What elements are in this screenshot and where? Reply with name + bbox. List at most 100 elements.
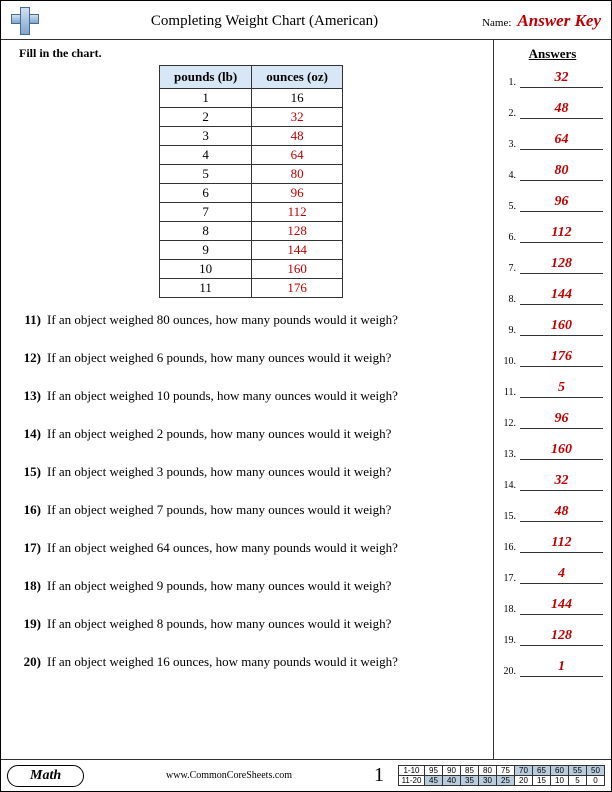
questions-list: 11)If an object weighed 80 ounces, how m… [19, 312, 483, 670]
score-grid: 1-1095908580757065605550 11-204540353025… [398, 765, 605, 786]
score-cell: 75 [497, 766, 515, 776]
question-number: 13) [19, 388, 41, 404]
answer-number: 3. [502, 139, 516, 150]
answer-number: 2. [502, 108, 516, 119]
chart-cell-oz: 16 [252, 89, 343, 108]
answer-number: 4. [502, 170, 516, 181]
answer-row: 19. 128 [502, 628, 603, 646]
question-text: If an object weighed 2 pounds, how many … [47, 426, 391, 442]
answer-number: 1. [502, 77, 516, 88]
chart-row: 8128 [160, 222, 343, 241]
answer-value: 48 [520, 504, 603, 522]
chart-cell-oz: 128 [252, 222, 343, 241]
answer-row: 11.5 [502, 380, 603, 398]
question-row: 14)If an object weighed 2 pounds, how ma… [19, 426, 483, 442]
answer-row: 8.144 [502, 287, 603, 305]
answer-value: 112 [520, 535, 603, 553]
score-cell: 55 [569, 766, 587, 776]
chart-cell-oz: 80 [252, 165, 343, 184]
answer-number: 19. [502, 635, 516, 646]
question-text: If an object weighed 3 pounds, how many … [47, 464, 391, 480]
chart-row: 116 [160, 89, 343, 108]
question-row: 13)If an object weighed 10 pounds, how m… [19, 388, 483, 404]
site-url: www.CommonCoreSheets.com [92, 770, 366, 781]
question-number: 19) [19, 616, 41, 632]
answer-number: 17. [502, 573, 516, 584]
page-footer: Math www.CommonCoreSheets.com 1 1-109590… [1, 759, 611, 791]
answer-row: 2.48 [502, 101, 603, 119]
answer-number: 8. [502, 294, 516, 305]
answer-row: 13. 160 [502, 442, 603, 460]
chart-cell-lb: 7 [160, 203, 252, 222]
chart-row: 580 [160, 165, 343, 184]
chart-cell-lb: 6 [160, 184, 252, 203]
answer-row: 17.4 [502, 566, 603, 584]
worksheet-page: Completing Weight Chart (American) Name:… [0, 0, 612, 792]
answer-row: 5.96 [502, 194, 603, 212]
question-number: 20) [19, 654, 41, 670]
answer-row: 12.96 [502, 411, 603, 429]
chart-row: 464 [160, 146, 343, 165]
answer-value: 5 [520, 380, 603, 398]
chart-cell-lb: 8 [160, 222, 252, 241]
name-label: Name: [482, 17, 511, 29]
answer-number: 9. [502, 325, 516, 336]
answer-value: 112 [520, 225, 603, 243]
score-cell: 65 [533, 766, 551, 776]
main-column: Fill in the chart. pounds (lb)ounces (oz… [1, 40, 493, 760]
answer-value: 80 [520, 163, 603, 181]
answer-value: 160 [520, 442, 603, 460]
score-cell: 0 [587, 776, 605, 786]
chart-cell-oz: 32 [252, 108, 343, 127]
question-row: 15)If an object weighed 3 pounds, how ma… [19, 464, 483, 480]
score-cell: 25 [497, 776, 515, 786]
page-header: Completing Weight Chart (American) Name:… [1, 1, 611, 40]
chart-row: 696 [160, 184, 343, 203]
answer-row: 16.112 [502, 535, 603, 553]
score-cell: 40 [443, 776, 461, 786]
subject-pill: Math [7, 765, 84, 787]
question-row: 12)If an object weighed 6 pounds, how ma… [19, 350, 483, 366]
answer-row: 14.32 [502, 473, 603, 491]
answer-value: 144 [520, 597, 603, 615]
score-cell: 50 [587, 766, 605, 776]
answer-value: 32 [520, 70, 603, 88]
answer-number: 15. [502, 511, 516, 522]
answer-number: 10. [502, 356, 516, 367]
chart-row: 7112 [160, 203, 343, 222]
answers-header: Answers [502, 46, 603, 62]
score-cell: 45 [425, 776, 443, 786]
answer-value: 4 [520, 566, 603, 584]
chart-cell-lb: 3 [160, 127, 252, 146]
answer-number: 20. [502, 666, 516, 677]
score-cell: 5 [569, 776, 587, 786]
score-cell: 70 [515, 766, 533, 776]
answer-number: 18. [502, 604, 516, 615]
chart-cell-lb: 4 [160, 146, 252, 165]
score-cell: 20 [515, 776, 533, 786]
answer-number: 11. [502, 387, 516, 398]
question-number: 18) [19, 578, 41, 594]
question-number: 17) [19, 540, 41, 556]
question-row: 11)If an object weighed 80 ounces, how m… [19, 312, 483, 328]
answer-value: 176 [520, 349, 603, 367]
question-text: If an object weighed 8 pounds, how many … [47, 616, 391, 632]
answer-value: 128 [520, 628, 603, 646]
content-area: Fill in the chart. pounds (lb)ounces (oz… [1, 40, 611, 760]
answer-row: 20.1 [502, 659, 603, 677]
worksheet-title: Completing Weight Chart (American) [47, 13, 482, 30]
score-cell: 10 [551, 776, 569, 786]
score-cell: 95 [425, 766, 443, 776]
score-cell: 80 [479, 766, 497, 776]
answer-number: 14. [502, 480, 516, 491]
chart-row: 9144 [160, 241, 343, 260]
answer-number: 13. [502, 449, 516, 460]
question-text: If an object weighed 7 pounds, how many … [47, 502, 391, 518]
name-field-area: Name: Answer Key [482, 11, 601, 31]
answer-row: 15.48 [502, 504, 603, 522]
chart-header-cell: ounces (oz) [252, 66, 343, 89]
chart-cell-oz: 112 [252, 203, 343, 222]
answer-row: 10. 176 [502, 349, 603, 367]
answer-value: 96 [520, 411, 603, 429]
chart-cell-lb: 2 [160, 108, 252, 127]
